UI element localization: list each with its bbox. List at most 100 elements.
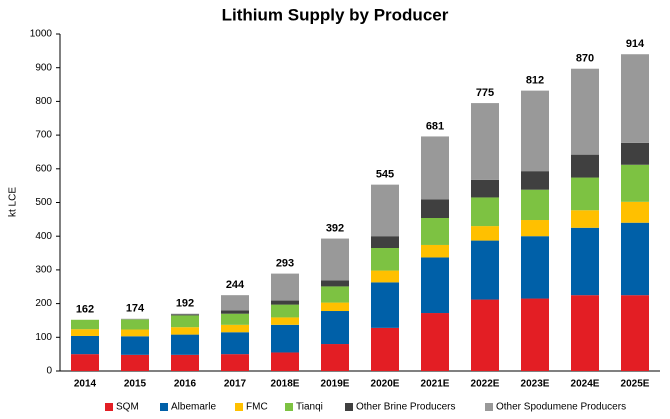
total-label: 545 (376, 169, 394, 181)
x-tick-label: 2017 (224, 379, 247, 390)
bar-segment (271, 324, 299, 353)
total-label: 870 (576, 53, 594, 65)
x-tick-label: 2023E (521, 379, 550, 390)
bar-segment (171, 334, 199, 355)
bar-segment (521, 236, 549, 299)
y-tick-label: 400 (35, 231, 52, 242)
bar-segment (571, 154, 599, 178)
bar-segment (321, 280, 349, 287)
bar-segment (471, 226, 499, 241)
bar-segment (371, 327, 399, 371)
y-tick-label: 700 (35, 130, 52, 141)
legend-label: Tianqi (296, 402, 323, 413)
bar-segment (621, 201, 649, 223)
total-label: 244 (226, 279, 245, 291)
legend-swatch (285, 403, 293, 411)
bar-segment (521, 298, 549, 371)
bar-segment (471, 299, 499, 371)
legend-swatch (345, 403, 353, 411)
y-tick-label: 1000 (30, 29, 53, 40)
bar-segment (471, 240, 499, 300)
bar-segment (71, 335, 99, 355)
bar-segment (421, 244, 449, 258)
x-tick-label: 2016 (174, 379, 197, 390)
bar-segment (171, 327, 199, 335)
y-axis-label: kt LCE (8, 187, 19, 217)
legend-swatch (485, 403, 493, 411)
x-tick-label: 2020E (371, 379, 400, 390)
bar-segment (271, 273, 299, 301)
y-tick-label: 200 (35, 298, 52, 309)
bar-segment (621, 164, 649, 202)
legend-label: Other Brine Producers (356, 402, 456, 413)
bar-segment (371, 270, 399, 283)
bar-segment (71, 319, 99, 330)
bar-segment (321, 238, 349, 281)
bar-segment (271, 304, 299, 318)
bar-segment (371, 184, 399, 237)
bar-segment (121, 354, 149, 371)
bar-segment (421, 199, 449, 219)
bar-segment (571, 295, 599, 371)
bar-segment (171, 314, 199, 316)
x-tick-label: 2015 (124, 379, 147, 390)
legend-label: Other Spodumene Producers (496, 402, 626, 413)
y-tick-label: 900 (35, 62, 52, 73)
bar-segment (521, 171, 549, 190)
bar-segment (621, 222, 649, 296)
bar-segment (571, 68, 599, 155)
bar-segment (571, 210, 599, 228)
legend-label: SQM (116, 402, 139, 413)
legend-swatch (235, 403, 243, 411)
total-label: 681 (426, 120, 444, 132)
x-tick-label: 2018E (271, 379, 300, 390)
bar-segment (321, 286, 349, 303)
y-tick-label: 0 (46, 366, 52, 377)
y-tick-label: 100 (35, 332, 52, 343)
bar-segment (221, 295, 249, 311)
bar-segment (371, 236, 399, 248)
bar-segment (121, 319, 149, 330)
bar-segment (271, 352, 299, 371)
bar-segment (321, 302, 349, 312)
y-tick-label: 500 (35, 197, 52, 208)
bar-segment (421, 313, 449, 371)
bar-segment (621, 142, 649, 165)
total-label: 192 (176, 298, 194, 310)
bar-segment (221, 332, 249, 355)
bar-segment (121, 329, 149, 337)
bar-segment (271, 300, 299, 305)
bar-segment (221, 313, 249, 325)
total-label: 914 (626, 38, 645, 50)
bar-segment (171, 354, 199, 371)
bar-segment (371, 282, 399, 328)
bar-segment (171, 315, 199, 328)
bar-segment (471, 179, 499, 198)
y-tick-label: 800 (35, 96, 52, 107)
bar-segment (521, 189, 549, 221)
y-tick-label: 300 (35, 265, 52, 276)
x-tick-label: 2021E (421, 379, 450, 390)
bar-segment (571, 227, 599, 296)
bar-segment (571, 177, 599, 211)
total-label: 174 (126, 303, 145, 315)
total-label: 392 (326, 222, 344, 234)
bar-segment (471, 197, 499, 227)
total-label: 293 (276, 258, 294, 270)
x-tick-label: 2025E (621, 379, 650, 390)
bar-segment (421, 257, 449, 314)
legend-swatch (105, 403, 113, 411)
x-tick-label: 2022E (471, 379, 500, 390)
bar-segment (321, 344, 349, 371)
bar-segment (221, 324, 249, 333)
total-label: 812 (526, 75, 544, 87)
x-tick-label: 2024E (571, 379, 600, 390)
x-tick-label: 2019E (321, 379, 350, 390)
bar-segment (471, 103, 499, 180)
bar-segment (171, 313, 199, 315)
bar-segment (521, 220, 549, 237)
bar-segment (321, 311, 349, 345)
bar-segment (621, 295, 649, 371)
bar-segment (271, 317, 299, 325)
